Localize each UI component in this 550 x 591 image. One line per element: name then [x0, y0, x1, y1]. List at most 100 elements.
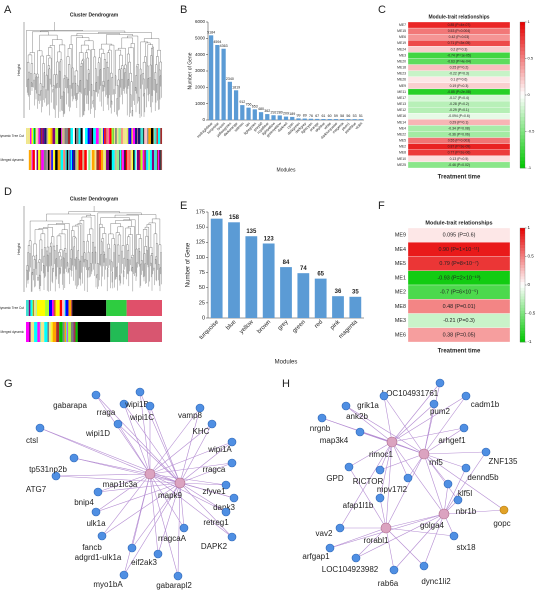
node-label: ulk1a [86, 519, 106, 528]
cell-label: -0.63 (P=4e-04) [447, 59, 471, 63]
cell-label: 0.1 (P=0.6) [451, 78, 468, 82]
network-node [173, 571, 183, 581]
node-label: arfgap1 [302, 552, 330, 561]
module-strip [148, 150, 150, 170]
row-label: ME17 [397, 96, 406, 100]
network-edge [393, 513, 445, 571]
cell-label: 0.85 (P=4e-07) [448, 23, 471, 27]
module-strip [30, 128, 32, 144]
module-strip [60, 150, 64, 170]
cell-label: 0.87 (P=3e-09) [448, 145, 471, 149]
module-strip [135, 150, 137, 170]
node-label: vav2 [316, 529, 333, 538]
node-label: GPD [326, 474, 344, 483]
network-edge [157, 482, 181, 555]
dendrogram [26, 22, 162, 118]
dendrogram-ylabel: Height [16, 242, 21, 254]
module-strip [41, 150, 44, 170]
network-edge [423, 403, 435, 455]
colorbar-segment [520, 164, 525, 169]
colorbar-tick-label: 0.5 [528, 56, 534, 61]
network-node [379, 391, 389, 401]
module-strip [52, 300, 54, 316]
network-edge [423, 453, 505, 511]
colorbar-segment [520, 285, 525, 289]
module-strip [86, 150, 89, 170]
node-label: golga4 [420, 521, 445, 530]
bar [297, 273, 310, 318]
module-strip [59, 322, 63, 342]
bar [346, 119, 351, 120]
network-edge [423, 427, 465, 455]
network-edge [179, 407, 201, 484]
module-strip [101, 128, 104, 144]
colorbar-tick-label: 0 [528, 282, 531, 287]
module-strip [37, 128, 39, 144]
dendrogram-title: Cluster Dendrogram [70, 196, 119, 202]
module-strip [39, 322, 41, 342]
colorbar-segment [520, 153, 525, 158]
module-strip [137, 128, 138, 144]
cell-label: -0.7 (P=6×10⁻⁵) [440, 290, 479, 296]
module-strip [64, 128, 67, 144]
colorbar-segment [520, 302, 525, 306]
x-axis-label: Treatment time [438, 175, 481, 181]
module-strip [61, 128, 62, 144]
colorbar-segment [520, 253, 525, 257]
module-strip [77, 150, 79, 170]
module-strip [64, 300, 66, 316]
cell-label: -0.36 (P=0.06) [448, 132, 470, 136]
module-strip [77, 322, 111, 342]
x-tick-label: cyan [286, 122, 294, 130]
node-label: KHC [193, 427, 210, 436]
cell-label: -0.93 (P=2×10⁻¹⁰) [437, 275, 480, 281]
module-strip [109, 128, 112, 144]
colorbar-segment [520, 105, 525, 110]
module-strip [36, 128, 38, 144]
colorbar-segment [520, 245, 525, 249]
module-strip [111, 128, 113, 144]
x-axis-label: Modules [275, 360, 298, 366]
cell-label: -0.21 (P=0.3) [443, 318, 475, 324]
network-edge [123, 403, 181, 484]
y-tick-label: 0 [202, 117, 205, 122]
value-label: 60 [328, 114, 332, 118]
node-label: zfyve1 [202, 487, 226, 496]
colorbar-segment [520, 109, 525, 114]
module-strip [62, 322, 65, 342]
node-label: map1lc3a [103, 480, 138, 489]
colorbar-segment [520, 73, 525, 78]
bar [245, 236, 258, 318]
x-tick-label: brown [216, 122, 226, 132]
module-strip [29, 322, 31, 342]
row-label: ME3 [395, 318, 406, 324]
value-label: 76 [309, 114, 313, 118]
y-tick-label: 75 [199, 270, 205, 276]
module-strip [133, 150, 135, 170]
module-strip [28, 150, 31, 170]
colorbar-segment [520, 54, 525, 59]
bar [314, 278, 327, 318]
colorbar-segment [520, 149, 525, 154]
module-strip [66, 150, 69, 170]
row-label: ME12 [397, 108, 406, 112]
module-strip [129, 128, 132, 144]
module-strip [112, 128, 114, 144]
colorbar-segment [520, 236, 525, 240]
cell-label: 0.38 (P=0.05) [443, 332, 476, 338]
colorbar-segment [520, 267, 525, 272]
panel-label: G [4, 378, 13, 390]
module-strip [72, 128, 75, 144]
network-node [380, 522, 392, 534]
module-strip [156, 150, 159, 170]
node-label: rorabl1 [364, 536, 389, 545]
network-node [375, 493, 385, 503]
module-strip [58, 128, 62, 144]
network-edge [117, 423, 151, 475]
value-label: 56 [346, 114, 350, 118]
network-node [418, 448, 430, 460]
network-node [386, 436, 398, 448]
module-strip [69, 150, 70, 170]
colorbar-segment [520, 330, 525, 334]
module-strip [68, 150, 70, 170]
